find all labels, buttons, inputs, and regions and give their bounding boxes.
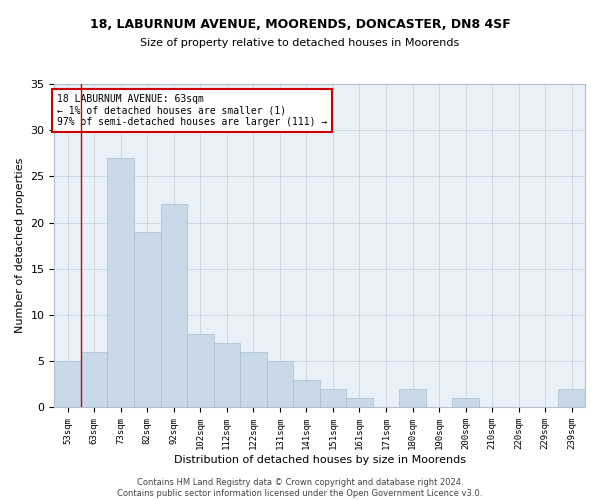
Bar (134, 232, 161, 408)
Bar (240, 352, 266, 408)
Bar (161, 204, 187, 408)
Bar (55, 362, 81, 408)
Bar (214, 343, 240, 407)
Bar (107, 158, 134, 408)
Bar (187, 334, 214, 407)
Bar (81, 352, 107, 408)
Bar (559, 389, 585, 407)
Y-axis label: Number of detached properties: Number of detached properties (15, 158, 25, 334)
Bar (346, 398, 373, 407)
X-axis label: Distribution of detached houses by size in Moorends: Distribution of detached houses by size … (174, 455, 466, 465)
Bar (266, 362, 293, 408)
Bar (399, 389, 426, 407)
Bar (293, 380, 320, 407)
Text: Size of property relative to detached houses in Moorends: Size of property relative to detached ho… (140, 38, 460, 48)
Text: 18, LABURNUM AVENUE, MOORENDS, DONCASTER, DN8 4SF: 18, LABURNUM AVENUE, MOORENDS, DONCASTER… (89, 18, 511, 30)
Text: 18 LABURNUM AVENUE: 63sqm
← 1% of detached houses are smaller (1)
97% of semi-de: 18 LABURNUM AVENUE: 63sqm ← 1% of detach… (57, 94, 328, 127)
Text: Contains HM Land Registry data © Crown copyright and database right 2024.
Contai: Contains HM Land Registry data © Crown c… (118, 478, 482, 498)
Bar (452, 398, 479, 407)
Bar (320, 389, 346, 407)
